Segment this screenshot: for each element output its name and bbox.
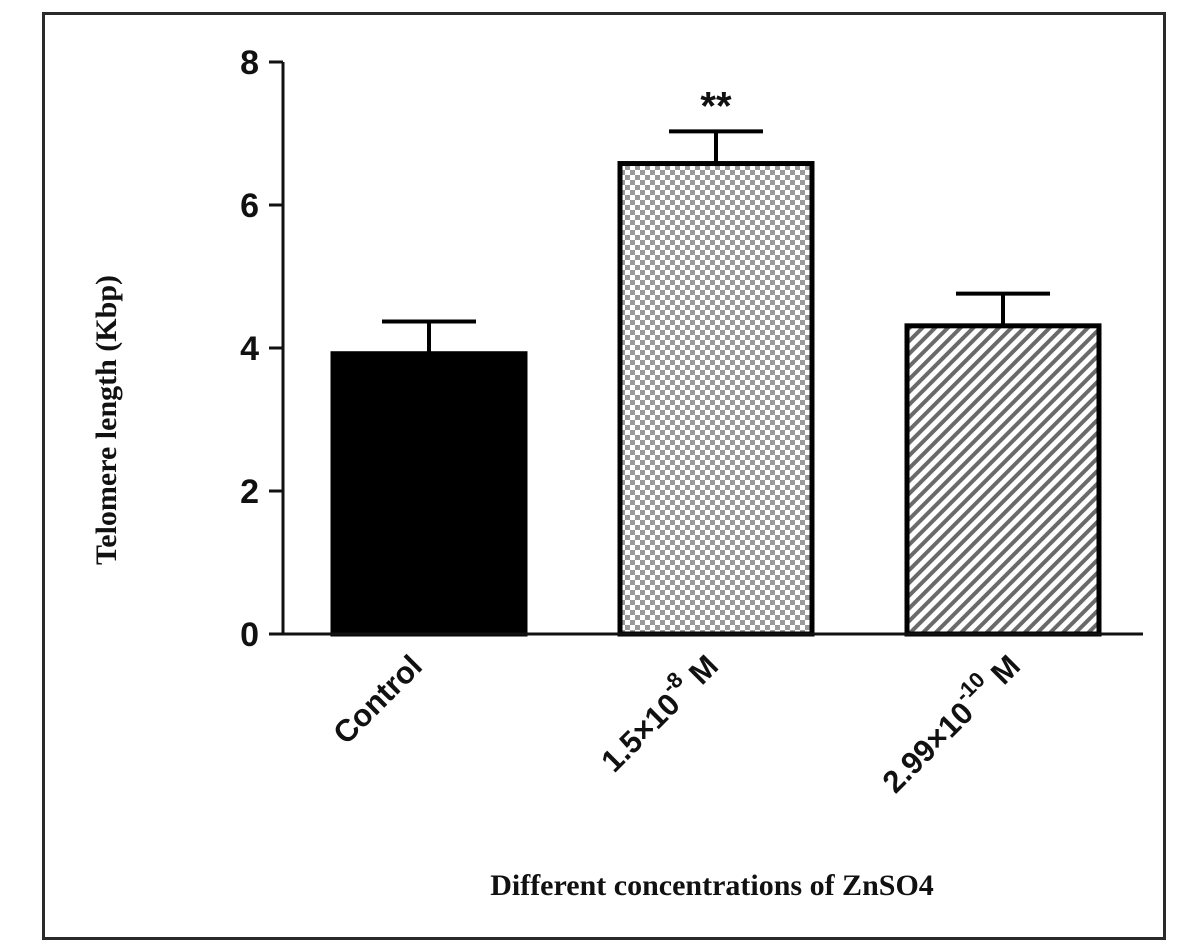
- y-axis-title: Telomere length (Kbp): [90, 275, 123, 565]
- y-tick-label: 8: [240, 44, 259, 82]
- x-axis-title: Different concentrations of ZnSO4: [490, 869, 934, 902]
- bar-group: [330, 319, 528, 637]
- bar-group: [904, 291, 1102, 637]
- significance-label: **: [700, 84, 732, 128]
- x-category-label: 1.5×10-8 M: [589, 643, 725, 779]
- y-tick-label: 2: [240, 473, 259, 511]
- y-tick-label: 0: [240, 616, 259, 654]
- bar: [617, 161, 815, 637]
- y-tick-label: 6: [240, 187, 259, 225]
- bar: [330, 351, 528, 637]
- x-category-label: Control: [326, 648, 429, 751]
- bar-group: **: [617, 84, 815, 637]
- bar: [904, 323, 1102, 637]
- y-tick-label: 4: [240, 330, 259, 368]
- x-category-label: 2.99×10-10 M: [870, 643, 1027, 800]
